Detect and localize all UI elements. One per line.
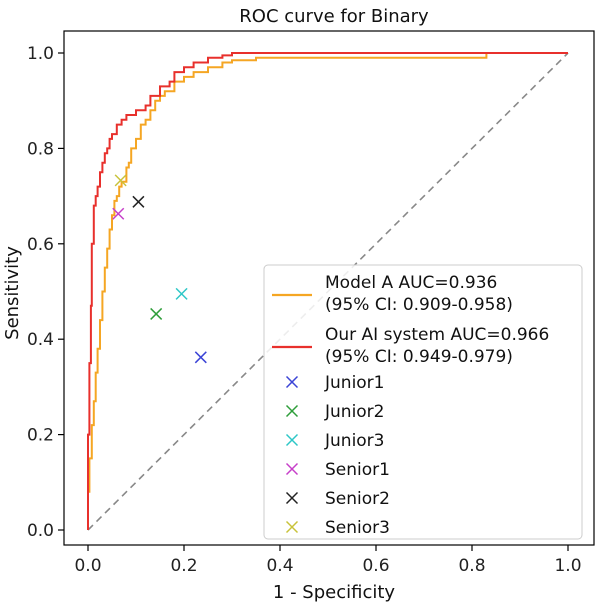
legend-marker-junior1 [285, 375, 299, 389]
legend-box [263, 264, 583, 540]
y-tick-label: 0.2 [27, 426, 54, 446]
point-marker-junior3 [175, 287, 188, 300]
x-tick-label: 0.2 [170, 556, 197, 576]
legend-marker-senior1 [285, 462, 299, 476]
y-tick-label: 0.8 [27, 139, 54, 159]
x-axis-ticks: 0.0 0.2 0.4 0.6 0.8 1.0 [74, 545, 582, 576]
y-tick-label: 1.0 [27, 44, 54, 64]
chart-title: ROC curve for Binary [239, 6, 429, 27]
point-marker-junior1 [194, 351, 207, 364]
point-marker-senior1 [112, 207, 125, 220]
point-marker-junior2 [150, 307, 163, 320]
legend-label: Junior1 [324, 373, 385, 393]
y-tick-label: 0.6 [27, 235, 54, 255]
legend-label-ci: (95% CI: 0.909-0.958) [325, 295, 513, 315]
legend-label-ci: (95% CI: 0.949-0.979) [325, 347, 513, 367]
legend-label: Senior3 [325, 518, 390, 538]
point-marker-senior2 [132, 195, 145, 208]
legend-marker-junior2 [285, 404, 299, 418]
x-tick-label: 0.0 [74, 556, 101, 576]
legend: Model A AUC=0.936(95% CI: 0.909-0.958) Ou… [263, 264, 583, 540]
x-tick-label: 0.4 [266, 556, 293, 576]
legend-marker-senior2 [285, 491, 299, 505]
x-tick-label: 0.6 [362, 556, 389, 576]
legend-label: Junior3 [324, 431, 385, 451]
y-tick-label: 0.4 [27, 330, 54, 350]
legend-label: Senior1 [325, 460, 390, 480]
point-marker-senior3 [114, 174, 127, 187]
series-line-ai-system [87, 52, 568, 530]
legend-label: Our AI system AUC=0.966 [325, 325, 549, 345]
x-tick-label: 0.8 [458, 556, 485, 576]
legend-marker-senior3 [285, 520, 299, 534]
x-axis-label: 1 - Specificity [273, 582, 396, 603]
legend-marker-junior3 [285, 433, 299, 447]
y-tick-label: 0.0 [27, 521, 54, 541]
y-axis-ticks: 0.0 0.2 0.4 0.6 0.8 1.0 [27, 44, 64, 541]
plot-frame [63, 30, 595, 546]
x-tick-label: 1.0 [554, 556, 581, 576]
y-axis-label: Sensitivity [2, 246, 23, 340]
series-line-model-a [87, 52, 568, 530]
legend-label: Model A AUC=0.936 [325, 273, 497, 293]
legend-label: Junior2 [324, 402, 385, 422]
legend-label: Senior2 [325, 489, 390, 509]
